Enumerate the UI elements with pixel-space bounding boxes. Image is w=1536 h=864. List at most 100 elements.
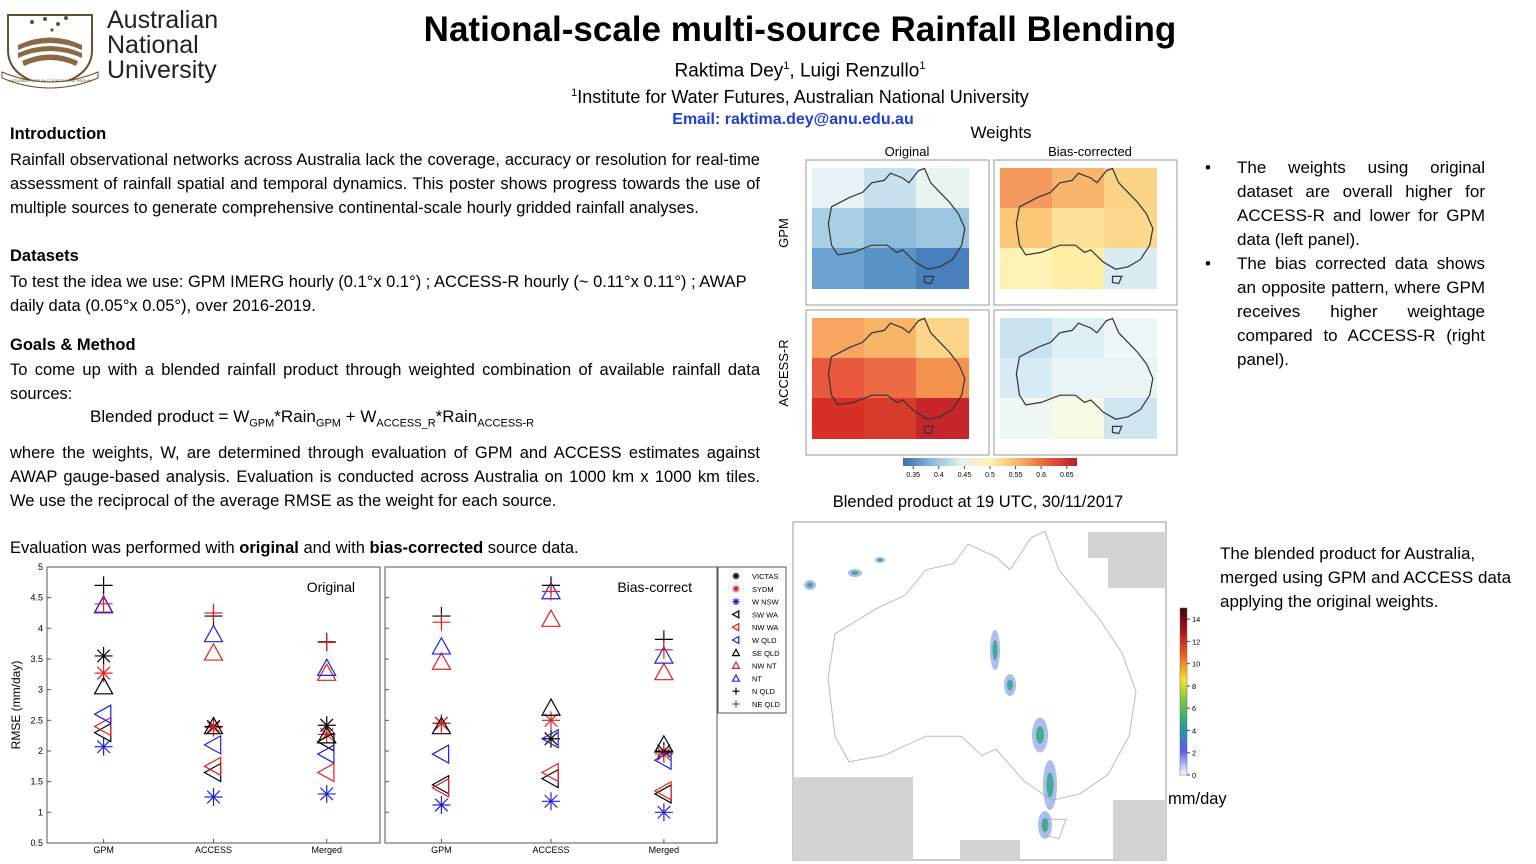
bullet-dot: • bbox=[1205, 158, 1211, 177]
data-point bbox=[94, 646, 113, 665]
marker-shape bbox=[431, 716, 452, 735]
legend-box bbox=[717, 566, 787, 714]
data-point bbox=[93, 676, 114, 695]
data-point bbox=[653, 734, 674, 753]
map-cell bbox=[864, 318, 917, 359]
affiliation: 1Institute for Water Futures, Australian… bbox=[400, 87, 1200, 108]
blended-note: The blended product for Australia, merge… bbox=[1220, 544, 1512, 611]
marker-shape bbox=[203, 624, 224, 643]
map-cell bbox=[1052, 358, 1105, 399]
marker-stroke bbox=[96, 666, 111, 680]
data-point bbox=[540, 697, 562, 716]
marker-shape bbox=[731, 648, 741, 657]
no-data-area bbox=[1088, 532, 1166, 558]
map-cell bbox=[1104, 318, 1157, 359]
rain-core bbox=[1041, 818, 1049, 832]
formula-part: Blended product = W bbox=[90, 407, 250, 426]
map-cell bbox=[1104, 168, 1157, 209]
map-cell bbox=[916, 208, 969, 249]
marker-stroke bbox=[434, 798, 449, 812]
bullet-text: The bias corrected data shows an opposit… bbox=[1237, 254, 1485, 369]
superscript: 1 bbox=[571, 87, 578, 99]
data-point bbox=[653, 645, 674, 664]
map-cell bbox=[812, 208, 865, 249]
data-point bbox=[204, 788, 223, 806]
data-point bbox=[316, 725, 337, 744]
weight-map bbox=[805, 159, 990, 306]
colorbar bbox=[1179, 607, 1188, 776]
rain-core bbox=[1007, 679, 1013, 691]
data-point bbox=[654, 745, 673, 764]
no-data-area bbox=[1108, 558, 1166, 588]
marker-shape bbox=[316, 657, 337, 676]
email[interactable]: Email: raktima.dey@anu.edu.au bbox=[672, 111, 914, 128]
marker-stroke bbox=[319, 787, 334, 801]
text: Evaluation was performed with bbox=[10, 539, 240, 557]
formula: Blended product = WGPM*RainGPM + WACCESS… bbox=[90, 407, 534, 429]
no-data-area bbox=[1113, 800, 1166, 860]
marker-shape bbox=[93, 722, 112, 743]
author: Raktima Dey bbox=[674, 60, 784, 82]
motto: NATURAM PRIMUM COGNOSCERE RERUM bbox=[9, 78, 92, 83]
section-heading: Datasets bbox=[10, 247, 79, 265]
marker-shape bbox=[316, 762, 335, 783]
marker-shape bbox=[203, 734, 222, 755]
map-cell bbox=[916, 318, 969, 359]
colorbar-tick-label: 0.55 bbox=[1009, 472, 1023, 479]
data-point bbox=[93, 704, 112, 725]
colorbar-tick-label: 6 bbox=[1192, 704, 1196, 713]
marker-stroke bbox=[544, 713, 558, 728]
map-cell bbox=[916, 358, 969, 399]
bullet: • The bias corrected data shows an opposi… bbox=[1205, 252, 1485, 372]
data-point bbox=[316, 762, 335, 783]
legend-label: W QLD bbox=[752, 636, 777, 645]
colorbar-tick-label: 14 bbox=[1192, 615, 1200, 624]
x-tick-label: ACCESS bbox=[195, 845, 232, 855]
crest-stars bbox=[30, 16, 68, 32]
marker-stroke bbox=[733, 573, 739, 579]
weights-figure: Weights Original Bias-corrected GPM ACCESS-R… bbox=[776, 123, 1178, 479]
x-tick-label: GPM bbox=[93, 845, 114, 855]
bullet: • The weights using original dataset are … bbox=[1205, 156, 1485, 252]
marker-shape bbox=[431, 774, 450, 795]
marker-shape bbox=[731, 609, 740, 619]
data-point bbox=[316, 744, 335, 765]
legend-label: SE QLD bbox=[752, 649, 780, 658]
data-point bbox=[203, 734, 222, 755]
formula-part: + W bbox=[340, 407, 377, 426]
map-cell bbox=[864, 358, 917, 399]
colorbar-tick-label: 0 bbox=[1192, 771, 1196, 780]
data-point bbox=[653, 783, 672, 804]
marker-shape bbox=[203, 642, 224, 661]
map-cell bbox=[1052, 208, 1105, 249]
column-label: Bias-corrected bbox=[1048, 144, 1132, 159]
data-point bbox=[432, 795, 451, 814]
rain-core bbox=[1036, 726, 1044, 744]
y-tick-label: 5 bbox=[38, 562, 43, 572]
weight-map bbox=[805, 309, 990, 456]
marker-shape bbox=[316, 731, 335, 752]
map-cell bbox=[1000, 208, 1053, 249]
blended-figure: Blended product at 19 UTC, 30/11/2017 0 2 4… bbox=[792, 493, 1227, 861]
marker-shape bbox=[203, 762, 222, 783]
subscript: ACCESS-R bbox=[477, 417, 535, 430]
logo-text: Australian National University bbox=[107, 8, 218, 83]
marker-shape bbox=[203, 756, 222, 777]
legend-marker bbox=[732, 585, 740, 593]
rain-core bbox=[877, 558, 883, 562]
data-point bbox=[540, 608, 562, 627]
panel-label: Original bbox=[307, 579, 355, 595]
map-cell bbox=[1000, 168, 1053, 209]
marker-shape bbox=[540, 608, 562, 627]
logo-line: Australian bbox=[107, 6, 219, 34]
marker-shape bbox=[653, 645, 674, 664]
x-tick-label: Merged bbox=[649, 845, 680, 855]
x-tick-label: GPM bbox=[431, 845, 452, 855]
row-label: GPM bbox=[776, 218, 791, 248]
marker-shape bbox=[653, 734, 674, 753]
legend-label: NW WA bbox=[752, 623, 778, 632]
legend-marker bbox=[731, 609, 740, 619]
map-cell bbox=[916, 168, 969, 209]
marker-stroke bbox=[544, 732, 558, 746]
data-point bbox=[653, 662, 674, 681]
